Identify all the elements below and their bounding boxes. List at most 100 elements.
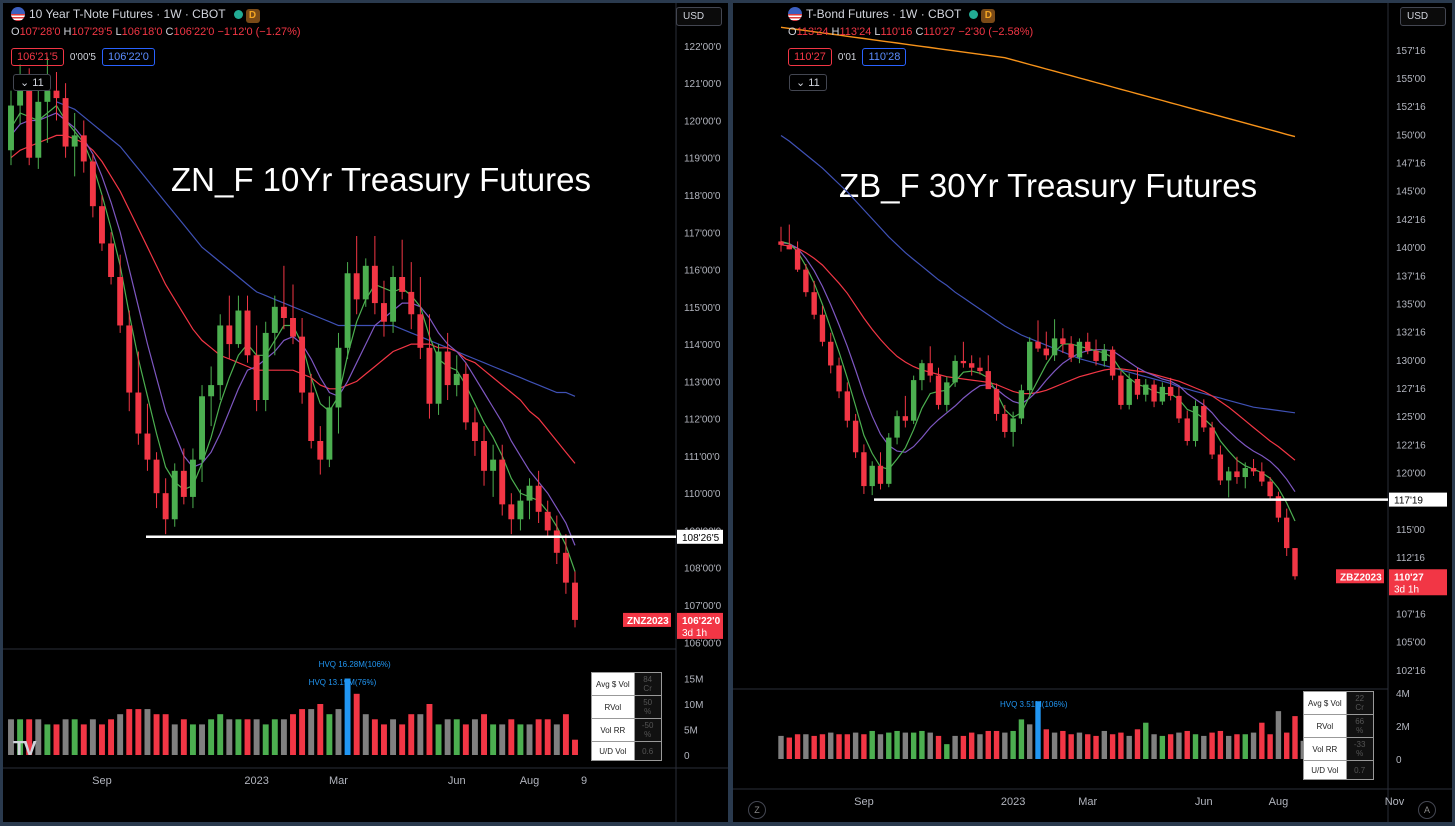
volume-bar (180, 719, 187, 755)
candle-body (572, 582, 578, 620)
volume-bar (1068, 734, 1074, 759)
candle-body (562, 552, 569, 583)
right-indicators-toggle[interactable]: ⌄ 11 (789, 74, 827, 91)
volume-bar (417, 714, 424, 755)
volume-bar (786, 737, 792, 759)
volume-bar (344, 678, 351, 755)
price-tick-label: 115'00'0 (684, 303, 721, 314)
volume-bar (1250, 732, 1257, 759)
right-currency-select[interactable]: USD (1400, 7, 1446, 26)
symbol-tag: ZNZ2023 (627, 616, 669, 627)
candle-body (803, 269, 809, 293)
volume-bar (17, 719, 24, 755)
candle-body (1292, 548, 1298, 577)
right-chart-canvas[interactable]: 157'16 155'00 152'16 150'00 147'16 145'00 142'… (733, 3, 1452, 822)
candle-body (117, 277, 124, 326)
auto-scale-button[interactable]: A (1418, 801, 1436, 819)
candle-body (1184, 418, 1190, 441)
ma-slow-line (780, 244, 1296, 461)
time-tick-label: 2023 (1001, 796, 1025, 808)
volume-bar (869, 730, 875, 759)
candle-body (1027, 341, 1033, 391)
volume-bar (553, 724, 560, 755)
volume-tick-label: 4M (1396, 689, 1410, 700)
volume-bar (1043, 729, 1049, 759)
stat-label: Avg $ Vol (591, 672, 635, 696)
candle-body (271, 306, 278, 333)
volume-bar (544, 719, 551, 755)
volume-bar (910, 732, 917, 759)
candle-body (1217, 454, 1224, 481)
candle-body (399, 277, 406, 292)
ma-slow-line (10, 134, 576, 464)
price-tick-label: 122'16 (1396, 440, 1426, 451)
price-tick-label: 115'00 (1396, 525, 1425, 536)
left-data-badge[interactable]: D (245, 9, 260, 23)
symbol-tag-box (623, 612, 671, 627)
volume-bar (508, 719, 515, 755)
candle-body (811, 292, 817, 315)
price-tick-label: 142'16 (1396, 215, 1426, 226)
market-open-dot-icon (969, 10, 979, 19)
tradingview-logo-icon[interactable]: TV (13, 738, 37, 760)
candle-body (99, 206, 105, 244)
high-label: H (831, 26, 840, 38)
candle-body (1192, 406, 1199, 441)
candle-body (226, 325, 233, 345)
volume-tick-label: 0 (1396, 755, 1402, 766)
candle-body (80, 135, 87, 162)
left-chart-pane[interactable]: 122'00'0 121'00'0 120'00'0 119'00'0 118'00'0… (3, 3, 728, 822)
candle-body (408, 291, 415, 315)
price-tick-label: 155'00 (1396, 74, 1426, 85)
candle-body (499, 459, 506, 505)
candle-body (1068, 344, 1074, 358)
right-chart-pane[interactable]: 157'16 155'00 152'16 150'00 147'16 145'00 142'… (733, 3, 1452, 822)
candle-body (1259, 471, 1265, 482)
close-value: 106'22'0 (173, 26, 215, 38)
volume-bar (1093, 735, 1099, 759)
right-buy-button[interactable]: 110'28 (862, 48, 907, 66)
symbol-tag: ZBZ2023 (1340, 572, 1382, 583)
candle-body (135, 392, 142, 434)
volume-bar (794, 734, 801, 759)
left-sell-button[interactable]: 106'21'5 (11, 48, 64, 66)
volume-bar (778, 735, 784, 759)
candle-body (53, 90, 60, 99)
candle-body (1275, 496, 1282, 518)
left-chart-canvas[interactable]: 122'00'0 121'00'0 120'00'0 119'00'0 118'00'0… (3, 3, 728, 822)
volume-bar (985, 730, 991, 759)
right-sell-button[interactable]: 110'27 (788, 48, 832, 66)
timezone-button[interactable]: Z (748, 801, 766, 819)
left-symbol-header[interactable]: 10 Year T-Note Futures · 1W · CBOT D (11, 7, 260, 23)
volume-bar (280, 719, 287, 755)
stat-label: U/D Vol (1303, 760, 1347, 780)
candle-body (819, 314, 826, 342)
candle-body (280, 306, 287, 318)
low-value: 106'18'0 (121, 26, 163, 38)
volume-bar (1225, 735, 1232, 759)
stat-label: RVol (591, 695, 635, 719)
candle-body (1201, 406, 1207, 428)
candle-body (481, 441, 487, 471)
volume-bar (253, 719, 260, 755)
left-ohlc-row: O107'28'0 H107'29'5 L106'18'0 C106'22'0 … (11, 26, 301, 38)
volume-bar (1201, 735, 1207, 759)
candle-body (910, 380, 917, 421)
right-data-badge[interactable]: D (981, 9, 996, 23)
volume-bar (208, 719, 215, 755)
right-symbol-header[interactable]: T-Bond Futures · 1W · CBOT D (788, 7, 996, 23)
candle-body (62, 98, 69, 147)
candle-body (235, 310, 242, 345)
left-indicators-toggle[interactable]: ⌄ 11 (13, 74, 51, 91)
left-currency-select[interactable]: USD (676, 7, 722, 26)
stat-value: 0.7 (1345, 760, 1374, 780)
volume-bar (526, 724, 533, 755)
price-tick-label: 102'16 (1396, 666, 1426, 677)
price-tick-label: 118'00'0 (684, 191, 721, 202)
right-bid-ask-row: 110'27 0'01 110'28 (788, 48, 907, 66)
countdown-label: 3d 1h (682, 628, 707, 639)
candle-body (244, 310, 251, 356)
volume-bar (326, 714, 333, 755)
candle-body (927, 363, 933, 376)
left-buy-button[interactable]: 106'22'0 (101, 48, 155, 66)
